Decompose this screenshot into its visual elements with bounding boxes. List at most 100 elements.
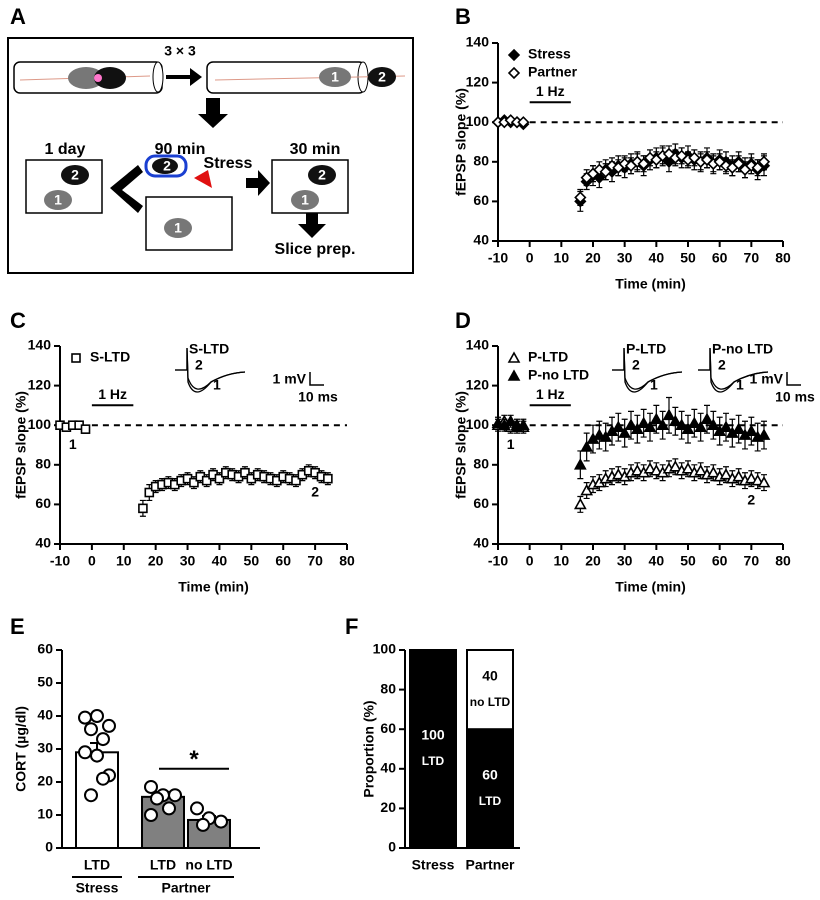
mouse: [308, 165, 336, 185]
marker: [630, 422, 644, 434]
trace: [698, 347, 769, 393]
stim-label: 1 Hz: [536, 83, 565, 99]
significance-label: *: [189, 746, 199, 773]
data-point: [96, 771, 110, 786]
y-tick-label: 140: [466, 337, 490, 353]
y-tick-label: 80: [380, 680, 396, 696]
x-tick-label: 40: [649, 553, 665, 569]
marker: [719, 468, 733, 480]
y-tick-label: 40: [35, 535, 51, 551]
mouse: [368, 67, 396, 87]
marker: [662, 408, 676, 421]
repeat-label: 3 × 3: [164, 43, 196, 59]
marker: [580, 440, 594, 452]
stim-label: 1 Hz: [98, 386, 127, 402]
y-axis-title: CORT (µg/dl): [13, 706, 29, 792]
y-tick-label: 60: [473, 192, 489, 208]
marker: [517, 116, 530, 129]
y-tick-label: 140: [28, 337, 52, 353]
stim-label: 1 Hz: [536, 386, 565, 402]
time-label: 90 min: [155, 141, 206, 158]
x-tick-label: -10: [488, 250, 508, 266]
marker: [681, 422, 695, 434]
x-tick-label: -10: [488, 553, 508, 569]
data-point: [84, 788, 98, 803]
y-tick-label: 30: [37, 740, 53, 756]
scale-label: 1 mV: [273, 371, 307, 387]
arrow: [110, 165, 143, 213]
marker: [643, 462, 657, 474]
group-label: Partner: [161, 880, 211, 896]
mouse: [94, 67, 126, 89]
marker: [507, 66, 521, 80]
arrow: [246, 170, 270, 196]
marker: [637, 416, 651, 429]
group-label: Stress: [76, 880, 119, 896]
value-label: 100: [421, 727, 445, 743]
x-tick-label: 20: [148, 553, 164, 569]
marker: [71, 353, 81, 363]
tube-end: [152, 61, 164, 93]
y-tick-label: 20: [380, 799, 396, 815]
x-tick-label: Partner: [465, 857, 515, 873]
mouse: [44, 190, 72, 210]
y-tick-label: 0: [388, 839, 396, 855]
x-tick-label: 50: [680, 553, 696, 569]
inset-title: P-LTD: [626, 341, 666, 357]
legend-label: Stress: [528, 46, 571, 62]
data-point: [162, 801, 176, 816]
marker: [744, 472, 758, 484]
mouse: [68, 67, 104, 89]
marker: [700, 412, 714, 425]
x-tick-label: 0: [526, 553, 534, 569]
marker: [580, 483, 594, 496]
x-tick-label: 50: [680, 250, 696, 266]
marker: [240, 467, 250, 478]
marker: [214, 473, 225, 484]
x-tick-label: 60: [712, 250, 728, 266]
x-tick-label: 70: [744, 553, 760, 569]
data-point: [96, 732, 110, 747]
y-tick-label: 100: [28, 416, 52, 432]
marker: [507, 351, 521, 363]
x-tick-label: 80: [775, 250, 791, 266]
marker: [189, 477, 199, 488]
y-tick-label: 120: [466, 73, 490, 89]
scale-bar: [309, 372, 324, 386]
segment-label: LTD: [422, 754, 445, 768]
panel-letter: A: [10, 4, 26, 29]
segment-label: LTD: [479, 794, 502, 808]
x-axis-title: Time (min): [615, 276, 686, 292]
x-tick-label: 80: [339, 553, 355, 569]
mouse-id: 2: [71, 167, 79, 183]
marker: [732, 422, 746, 434]
scale-label: 10 ms: [775, 389, 815, 405]
data-point: [150, 791, 164, 806]
mouse-id: 2: [318, 167, 326, 183]
y-tick-label: 40: [37, 707, 53, 723]
panel-a: A 3 × 3 1 2 1 day 2 1 90 min 2 Stress 1: [7, 4, 414, 274]
nose: [94, 74, 102, 82]
x-tick-label: no LTD: [185, 857, 232, 873]
arrow: [198, 98, 228, 128]
x-tick-label: 70: [744, 250, 760, 266]
x-tick-label: LTD: [84, 857, 110, 873]
slice-label: Slice prep.: [275, 241, 356, 258]
mouse-id: 2: [163, 158, 171, 174]
x-tick-label: 40: [649, 250, 665, 266]
marker: [516, 418, 530, 431]
x-tick-label: 70: [307, 553, 323, 569]
y-tick-label: 100: [373, 641, 397, 657]
mouse: [291, 190, 319, 210]
data-point: [144, 808, 158, 822]
value-label: 60: [482, 766, 498, 782]
marker: [656, 418, 670, 431]
stress-cone: [194, 170, 212, 188]
marker: [744, 424, 758, 436]
marker: [144, 487, 155, 498]
data-point: [196, 817, 210, 832]
marker: [694, 420, 708, 432]
x-tick-label: 40: [212, 553, 228, 569]
y-tick-label: 10: [37, 806, 53, 822]
x-tick-label: Stress: [412, 857, 455, 873]
